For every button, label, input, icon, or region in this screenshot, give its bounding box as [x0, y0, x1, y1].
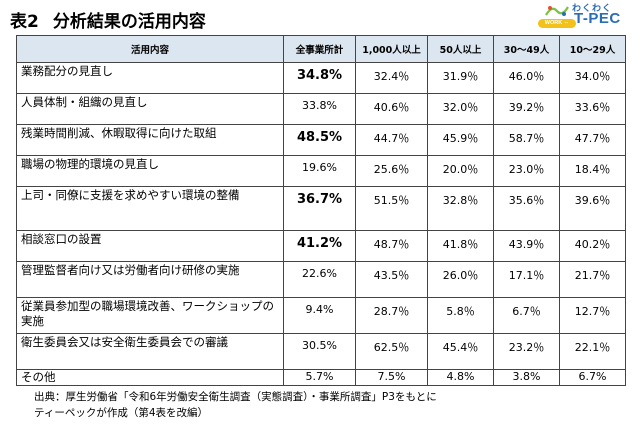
cell-30-49: 39.2％	[493, 93, 560, 125]
logo-small-text: わくわく	[572, 4, 613, 14]
title-row: 表2 分析結果の活用内容	[10, 5, 206, 33]
cell-10-29: 18.4％	[559, 155, 626, 187]
cell-total: 36.7%	[283, 186, 356, 231]
cell-10-29: 39.6％	[559, 186, 626, 231]
cell-10-29: 33.6％	[559, 93, 626, 125]
row-item: 従業員参加型の職場環境改善、ワークショップの実施	[16, 297, 284, 334]
cell-1000-plus: 62.5％	[355, 333, 428, 370]
cell-total: 33.8%	[283, 93, 356, 125]
row-item: 上司・同僚に支援を求めやすい環境の整備	[16, 186, 284, 231]
cell-50-plus: 4.8%	[427, 369, 494, 386]
cell-30-49: 35.6％	[493, 186, 560, 231]
cell-10-29: 21.7％	[559, 261, 626, 298]
cell-1000-plus: 44.7％	[355, 124, 428, 156]
cell-50-plus: 32.8％	[427, 186, 494, 231]
table-row: 従業員参加型の職場環境改善、ワークショップの実施 9.4% 28.7％ 5.8％…	[16, 297, 626, 334]
cell-10-29: 47.7％	[559, 124, 626, 156]
cell-30-49: 6.7％	[493, 297, 560, 334]
table-row: 管理監督者向け又は労働者向け研修の実施 22.6% 43.5％ 26.0％ 17…	[16, 261, 626, 298]
row-item: その他	[16, 369, 284, 386]
cell-total: 30.5%	[283, 333, 356, 370]
table-header-row: 活用内容 全事業所計 1,000人以上 50人以上 30～49人 10～29人	[16, 35, 626, 63]
cell-30-49: 3.8%	[493, 369, 560, 386]
cell-30-49: 17.1％	[493, 261, 560, 298]
row-item: 残業時間削減、休暇取得に向けた取組	[16, 124, 284, 156]
cell-50-plus: 31.9％	[427, 62, 494, 94]
table-row: 残業時間削減、休暇取得に向けた取組 48.5% 44.7％ 45.9％ 58.7…	[16, 124, 626, 156]
logo-badge: WORK ⇔ BEING	[538, 19, 576, 35]
header-total: 全事業所計	[283, 35, 356, 63]
table-row: 相談窓口の設置 41.2% 48.7％ 41.8％ 43.9％ 40.2％	[16, 230, 626, 262]
source-note: 出典：厚生労働省「令和6年労働安全衛生調査（実態調査）・事業所調査」P3をもとに…	[34, 389, 437, 421]
cell-50-plus: 45.4％	[427, 333, 494, 370]
row-item: 業務配分の見直し	[16, 62, 284, 94]
cell-50-plus: 5.8％	[427, 297, 494, 334]
logo-main-text: T-PEC	[574, 10, 621, 27]
cell-total: 9.4%	[283, 297, 356, 334]
cell-1000-plus: 7.5%	[355, 369, 428, 386]
results-table: 活用内容 全事業所計 1,000人以上 50人以上 30～49人 10～29人 …	[16, 35, 626, 386]
cell-1000-plus: 48.7％	[355, 230, 428, 262]
cell-50-plus: 41.8％	[427, 230, 494, 262]
row-item: 職場の物理的環境の見直し	[16, 155, 284, 187]
cell-1000-plus: 32.4％	[355, 62, 428, 94]
cell-30-49: 23.0％	[493, 155, 560, 187]
cell-1000-plus: 43.5％	[355, 261, 428, 298]
table-row: 職場の物理的環境の見直し 19.6% 25.6％ 20.0％ 23.0％ 18.…	[16, 155, 626, 187]
row-item: 相談窓口の設置	[16, 230, 284, 262]
page-title: 分析結果の活用内容	[52, 11, 206, 32]
cell-50-plus: 20.0％	[427, 155, 494, 187]
cell-total: 48.5%	[283, 124, 356, 156]
cell-10-29: 6.7%	[559, 369, 626, 386]
cell-50-plus: 32.0％	[427, 93, 494, 125]
cell-total: 22.6%	[283, 261, 356, 298]
header-1000-plus: 1,000人以上	[355, 35, 428, 63]
table-row: 人員体制・組織の見直し 33.8% 40.6％ 32.0％ 39.2％ 33.6…	[16, 93, 626, 125]
cell-50-plus: 26.0％	[427, 261, 494, 298]
header-10-29: 10～29人	[559, 35, 626, 63]
logo-mark-icon	[545, 6, 569, 16]
cell-total: 5.7%	[283, 369, 356, 386]
cell-total: 34.8%	[283, 62, 356, 94]
table-row: 衛生委員会又は安全衛生委員会での審議 30.5% 62.5％ 45.4％ 23.…	[16, 333, 626, 370]
row-item: 人員体制・組織の見直し	[16, 93, 284, 125]
cell-30-49: 43.9％	[493, 230, 560, 262]
table-number: 表2	[10, 11, 39, 32]
header-50-plus: 50人以上	[427, 35, 494, 63]
cell-10-29: 12.7％	[559, 297, 626, 334]
source-line-1: 出典：厚生労働省「令和6年労働安全衛生調査（実態調査）・事業所調査」P3をもとに	[34, 391, 437, 403]
cell-30-49: 46.0％	[493, 62, 560, 94]
header-30-49: 30～49人	[493, 35, 560, 63]
source-line-2: ティーペックが作成（第4表を改編）	[34, 407, 209, 419]
header-usage: 活用内容	[16, 35, 284, 63]
cell-10-29: 40.2％	[559, 230, 626, 262]
cell-1000-plus: 40.6％	[355, 93, 428, 125]
cell-30-49: 58.7％	[493, 124, 560, 156]
cell-50-plus: 45.9％	[427, 124, 494, 156]
cell-total: 19.6%	[283, 155, 356, 187]
tpec-logo: わくわく T-PEC WORK ⇔ BEING	[538, 1, 636, 35]
cell-1000-plus: 28.7％	[355, 297, 428, 334]
cell-10-29: 34.0％	[559, 62, 626, 94]
cell-total: 41.2%	[283, 230, 356, 262]
cell-1000-plus: 51.5％	[355, 186, 428, 231]
table-row: 上司・同僚に支援を求めやすい環境の整備 36.7% 51.5％ 32.8％ 35…	[16, 186, 626, 231]
cell-10-29: 22.1％	[559, 333, 626, 370]
table-row: 業務配分の見直し 34.8% 32.4％ 31.9％ 46.0％ 34.0％	[16, 62, 626, 94]
cell-1000-plus: 25.6％	[355, 155, 428, 187]
row-item: 衛生委員会又は安全衛生委員会での審議	[16, 333, 284, 370]
row-item: 管理監督者向け又は労働者向け研修の実施	[16, 261, 284, 298]
cell-30-49: 23.2％	[493, 333, 560, 370]
table-row: その他 5.7% 7.5% 4.8% 3.8% 6.7%	[16, 369, 626, 386]
